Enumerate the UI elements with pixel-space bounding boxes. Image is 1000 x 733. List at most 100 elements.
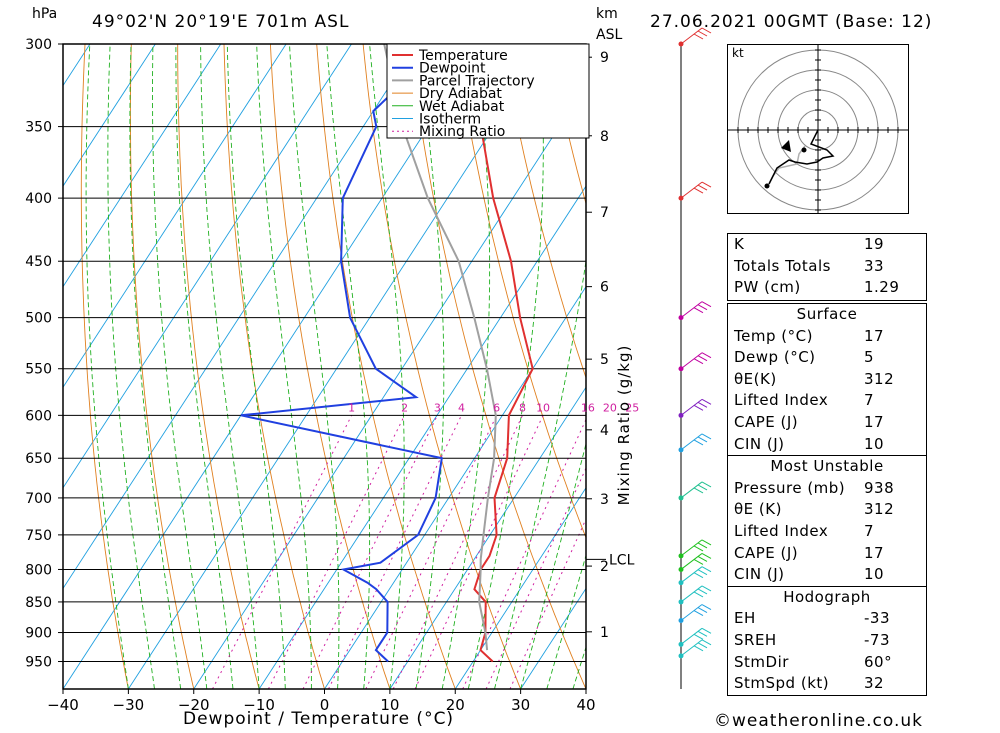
- lcl-label: LCL: [609, 552, 635, 568]
- copyright: ©weatheronline.co.uk: [714, 711, 924, 731]
- datetime-title: 27.06.2021 00GMT (Base: 12): [650, 12, 933, 32]
- wet-adiabat-line: [415, 44, 445, 689]
- mixing-ratio-line: [392, 415, 523, 689]
- pressure-tick-label: 550: [25, 362, 52, 378]
- index-row-tt: Totals Totals 33: [734, 256, 885, 275]
- dry-adiabat-line: [587, 7, 720, 689]
- wet-adiabat-line: [494, 258, 586, 689]
- wet-adiabat-line: [107, 44, 155, 689]
- mu-theta-row: θE (K) 312: [734, 500, 895, 519]
- mixing-ratio-label: 25: [625, 401, 639, 414]
- surface-dewp-row: Dewp (°C) 5: [734, 348, 875, 367]
- dry-adiabat-line: [632, 7, 720, 689]
- mixing-ratio-label: 3: [434, 401, 441, 414]
- pressure-tick-label: 500: [25, 311, 52, 327]
- isotherm-line: [63, 44, 222, 288]
- stmdir-row: StmDir 60°: [734, 652, 893, 671]
- wet-adiabat-line: [226, 44, 286, 689]
- height-unit-km: km: [596, 6, 618, 22]
- mixing-ratio-label: 4: [458, 401, 465, 414]
- wind-barb: [678, 639, 712, 659]
- pressure-tick-label: 700: [25, 491, 52, 507]
- legend-label: Wet Adiabat: [419, 99, 505, 115]
- index-row-pw: PW (cm) 1.29: [734, 278, 900, 297]
- mu-li-row: Lifted Index 7: [734, 521, 875, 540]
- x-tick-label: 40: [576, 696, 595, 714]
- pressure-tick-label: 400: [25, 191, 52, 207]
- mixing-ratio-line: [328, 415, 462, 689]
- wind-barb: [678, 27, 712, 47]
- mixing-ratio-line: [509, 517, 586, 689]
- legend-label: Dry Adiabat: [419, 86, 502, 102]
- isotherm-line: [454, 487, 586, 689]
- pressure-tick-label: 750: [25, 528, 52, 544]
- pressure-tick-label: 900: [25, 626, 52, 642]
- x-tick-label: 30: [511, 696, 530, 714]
- dry-adiabat-line: [177, 44, 260, 689]
- isotherm-line: [651, 44, 720, 689]
- wet-adiabat-line: [129, 44, 182, 689]
- series-temperature: [473, 44, 534, 663]
- most-unstable-title: Most Unstable: [728, 455, 926, 478]
- mixing-ratio-label: 8: [519, 401, 526, 414]
- skewt-chart: 300 350 400 450 500 550 600 650 700 750 800 850 900 9…: [25, 7, 720, 714]
- wind-barb: [678, 604, 712, 624]
- mixing-ratio-line: [302, 415, 438, 689]
- x-tick-label: −20: [178, 696, 210, 714]
- wet-adiabat-line: [175, 44, 234, 689]
- mixing-ratio-line: [267, 415, 406, 689]
- pressure-tick-label: 600: [25, 408, 52, 424]
- pressure-tick-label: 350: [25, 120, 52, 136]
- surface-title: Surface: [796, 305, 858, 323]
- pressure-tick-label: 300: [25, 37, 52, 53]
- legend-label: Isotherm: [419, 112, 481, 128]
- wind-barb: [678, 433, 712, 453]
- mixing-ratio-label: 2: [401, 401, 408, 414]
- mixing-ratio-line: [365, 415, 498, 689]
- series-dewpoint: [240, 44, 443, 663]
- pressure-tick-label: 950: [25, 655, 52, 671]
- isotherm-line: [324, 285, 586, 689]
- x-tick-label: 20: [446, 696, 465, 714]
- y-axis-label: Mixing Ratio (g/kg): [615, 344, 633, 506]
- mu-cin-row: CIN (J) 10: [734, 565, 885, 584]
- isotherm-line: [63, 44, 418, 590]
- wet-adiabat-line: [289, 44, 340, 689]
- index-row-k: K 19: [734, 235, 885, 253]
- mixing-ratio-label: 20: [603, 401, 617, 414]
- mixing-ratio-line: [462, 418, 586, 689]
- pressure-tick-label: 650: [25, 451, 52, 467]
- height-tick-label: 9: [600, 50, 609, 66]
- wet-adiabat-line: [369, 44, 405, 689]
- wet-adiabat-line: [152, 44, 208, 689]
- wet-adiabat-line: [441, 44, 491, 689]
- wet-adiabat-line: [200, 44, 260, 689]
- legend-label: Dewpoint: [419, 61, 486, 77]
- hodograph-title: Hodograph: [728, 585, 926, 609]
- pressure-tick-label: 850: [25, 595, 52, 611]
- x-tick-label: −30: [113, 696, 145, 714]
- mu-pressure-row: Pressure (mb) 938: [734, 478, 895, 497]
- location-title: 49°02'N 20°19'E 701m ASL: [92, 12, 350, 32]
- legend-label: Mixing Ratio: [419, 124, 505, 140]
- isotherm-line: [127, 44, 549, 689]
- wind-barb: [678, 553, 712, 572]
- pressure-unit: hPa: [32, 6, 58, 22]
- legend-box: [386, 43, 590, 139]
- mixing-ratio-label: 10: [536, 401, 550, 414]
- isotherm-line: [63, 44, 156, 187]
- hodograph: [727, 44, 909, 214]
- mu-cape-row: CAPE (J) 17: [734, 543, 885, 562]
- series-parcel-trajectory: [383, 44, 497, 651]
- mixing-ratio-label: 6: [493, 401, 500, 414]
- wind-barb: [678, 352, 712, 372]
- wind-barb: [678, 539, 712, 559]
- wind-barb: [678, 181, 712, 201]
- height-tick-label: 8: [600, 129, 609, 145]
- pressure-tick-label: 450: [25, 254, 52, 270]
- mixing-ratio-label: 16: [581, 401, 595, 414]
- indices-table: K 19 Totals Totals 33 PW (cm) 1.29: [727, 233, 927, 301]
- pressure-tick-label: 800: [25, 562, 52, 578]
- x-tick-label: 10: [380, 696, 399, 714]
